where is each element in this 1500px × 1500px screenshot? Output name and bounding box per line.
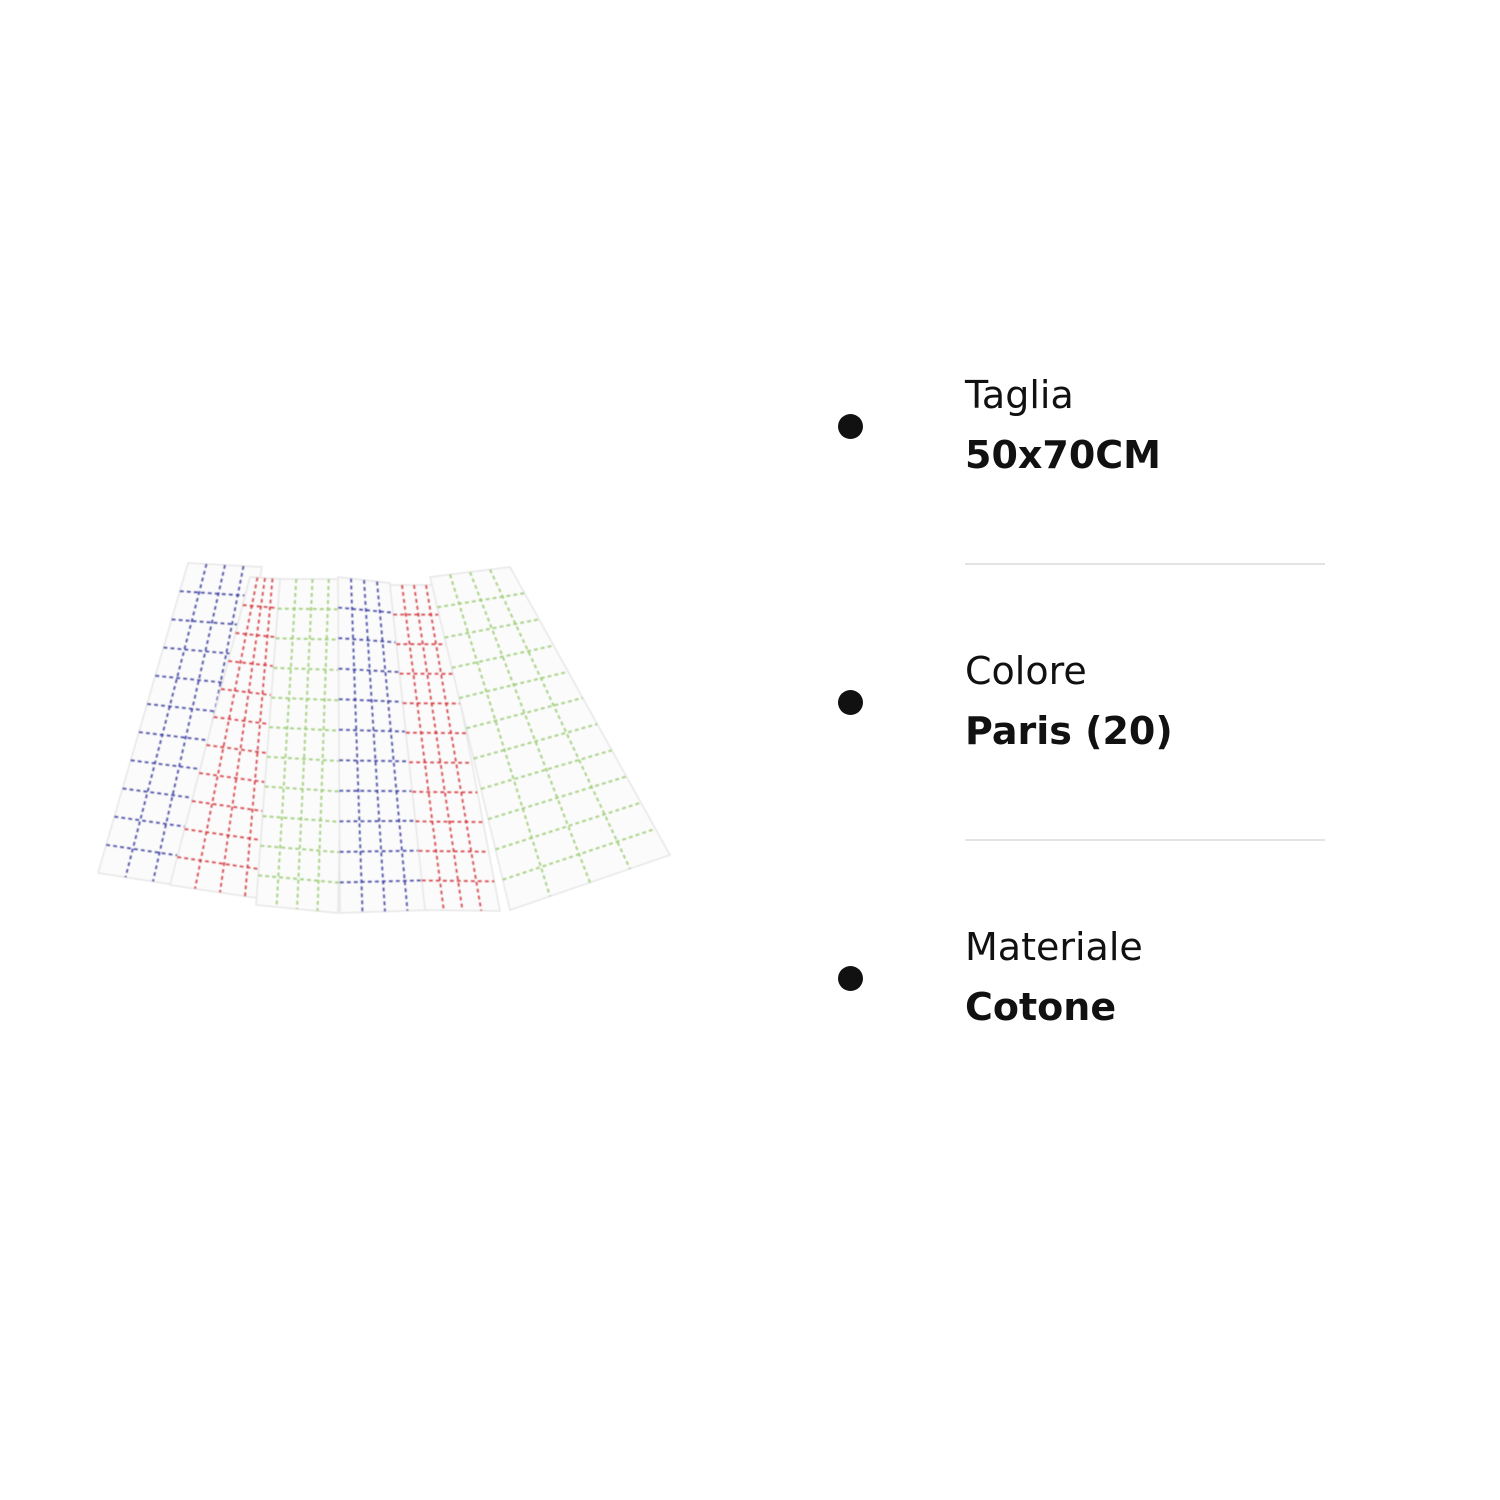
attribute-label: Taglia (965, 373, 1074, 417)
towel-5 (389, 584, 501, 912)
attribute-value: Paris (20) (965, 709, 1173, 753)
towel-3 (255, 578, 346, 914)
product-image (90, 555, 680, 935)
divider (965, 563, 1325, 565)
divider (965, 839, 1325, 841)
bullet-icon (838, 966, 863, 991)
towels-illustration (97, 562, 672, 914)
attribute-label: Colore (965, 649, 1087, 693)
bullet-icon (838, 690, 863, 715)
towel-2 (169, 576, 281, 901)
attribute-value: 50x70CM (965, 433, 1161, 477)
attribute-label: Materiale (965, 925, 1143, 969)
bullet-icon (838, 414, 863, 439)
attribute-value: Cotone (965, 985, 1117, 1029)
towel-6 (429, 566, 672, 911)
towel-4 (337, 576, 431, 914)
